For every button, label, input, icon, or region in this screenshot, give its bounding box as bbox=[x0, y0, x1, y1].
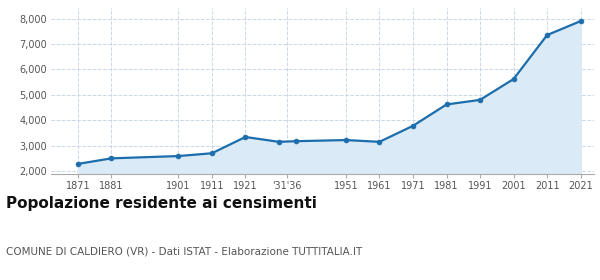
Text: Popolazione residente ai censimenti: Popolazione residente ai censimenti bbox=[6, 196, 317, 211]
Text: COMUNE DI CALDIERO (VR) - Dati ISTAT - Elaborazione TUTTITALIA.IT: COMUNE DI CALDIERO (VR) - Dati ISTAT - E… bbox=[6, 246, 362, 256]
